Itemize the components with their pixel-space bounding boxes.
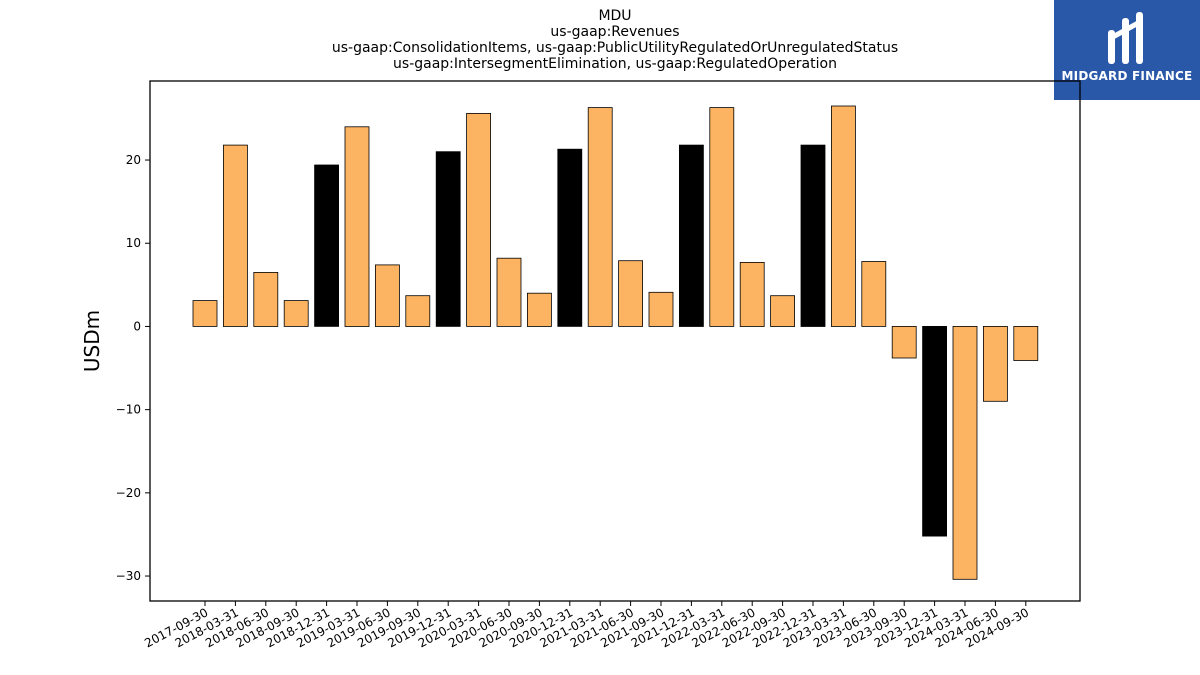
title-concept: us-gaap:Revenues — [550, 24, 680, 40]
bar-2019-12-31 — [435, 151, 461, 327]
plot-frame — [149, 80, 1081, 602]
bar-2017-09-30 — [192, 300, 218, 327]
bar-2024-03-31 — [952, 325, 978, 580]
bar-2018-06-30 — [253, 271, 279, 327]
bar-2020-03-31 — [466, 113, 492, 327]
bar-2022-12-31 — [800, 144, 826, 327]
title-axis-members: us-gaap:ConsolidationItems, us-gaap:Publ… — [331, 40, 899, 56]
y-tick-label: 10 — [126, 236, 141, 250]
bar-2020-09-30 — [527, 292, 552, 327]
midgard-logo-icon — [1108, 12, 1143, 64]
bar-2023-09-30 — [891, 325, 917, 359]
midgard-finance-logo: MIDGARD FINANCE — [1054, 0, 1200, 100]
bar-2021-09-30 — [648, 291, 674, 327]
title-axis-members-2: us-gaap:IntersegmentElimination, us-gaap… — [393, 56, 837, 72]
bar-2020-06-30 — [496, 257, 522, 327]
bar-2019-09-30 — [405, 295, 431, 327]
bar-2023-03-31 — [831, 105, 856, 327]
y-tick-label: −30 — [116, 569, 141, 583]
y-axis-label: USDm — [80, 310, 104, 372]
bar-2021-12-31 — [679, 144, 704, 327]
y-tick-label: −20 — [116, 486, 141, 500]
bar-2022-03-31 — [709, 107, 735, 327]
bar-2021-03-31 — [587, 107, 613, 327]
bar-2019-03-31 — [344, 126, 370, 327]
bar-2024-09-30 — [1013, 325, 1039, 361]
logo-brand-text: MIDGARD FINANCE — [1061, 69, 1193, 83]
bar-2023-06-30 — [861, 261, 887, 327]
bar-2018-03-31 — [222, 144, 248, 327]
bar-2021-06-30 — [618, 260, 643, 327]
title-ticker: MDU — [598, 8, 632, 24]
bar-2018-09-30 — [283, 300, 309, 327]
bar-2022-06-30 — [739, 261, 765, 327]
bar-2020-12-31 — [557, 148, 583, 327]
bar-2019-06-30 — [374, 264, 400, 327]
y-tick-label: 0 — [133, 319, 141, 333]
bar-2022-09-30 — [770, 295, 795, 327]
y-tick-label: 20 — [126, 153, 141, 167]
bar-2024-06-30 — [983, 325, 1008, 402]
bar-2018-12-31 — [314, 164, 340, 327]
bar-2023-12-31 — [922, 325, 947, 537]
y-tick-label: −10 — [116, 403, 141, 417]
